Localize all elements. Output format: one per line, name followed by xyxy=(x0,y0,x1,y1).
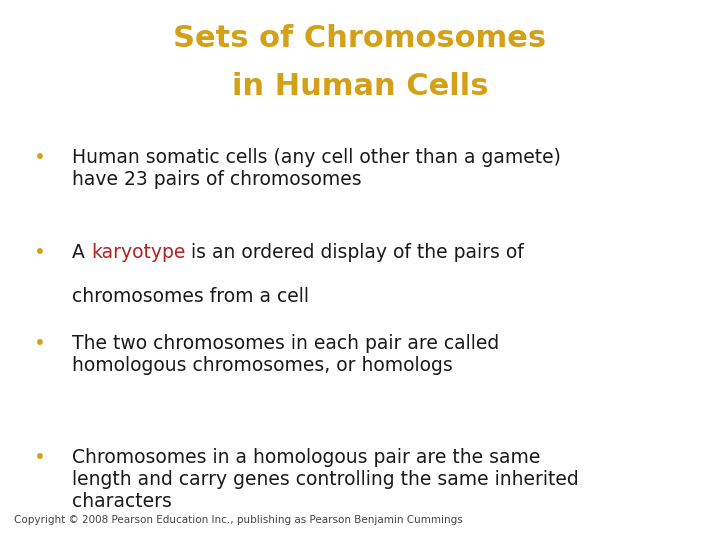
Text: The two chromosomes in each pair are called
homologous chromosomes, or homologs: The two chromosomes in each pair are cal… xyxy=(72,334,499,375)
Text: karyotype: karyotype xyxy=(91,243,185,262)
Text: •: • xyxy=(34,334,45,353)
Text: A: A xyxy=(72,243,91,262)
Text: is an ordered display of the pairs of: is an ordered display of the pairs of xyxy=(185,243,524,262)
Text: •: • xyxy=(34,243,45,262)
Text: Sets of Chromosomes: Sets of Chromosomes xyxy=(174,24,546,53)
Text: Human somatic cells (any cell other than a gamete)
have 23 pairs of chromosomes: Human somatic cells (any cell other than… xyxy=(72,147,561,188)
Text: in Human Cells: in Human Cells xyxy=(232,72,488,101)
Text: Copyright © 2008 Pearson Education Inc., publishing as Pearson Benjamin Cummings: Copyright © 2008 Pearson Education Inc.,… xyxy=(14,515,463,525)
Text: chromosomes from a cell: chromosomes from a cell xyxy=(72,287,309,306)
Text: •: • xyxy=(34,147,45,167)
Text: Chromosomes in a homologous pair are the same
length and carry genes controlling: Chromosomes in a homologous pair are the… xyxy=(72,448,579,511)
Text: •: • xyxy=(34,448,45,468)
